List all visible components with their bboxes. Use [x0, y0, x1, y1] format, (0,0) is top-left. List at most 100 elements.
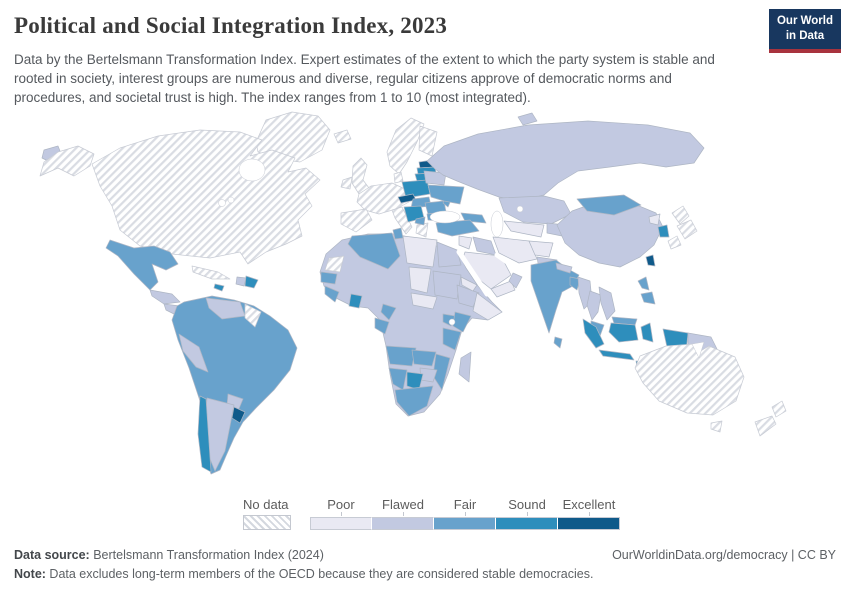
map-region-bangladesh[interactable]	[569, 276, 581, 291]
legend-no-data-swatch[interactable]	[243, 515, 291, 530]
map-region-denmark[interactable]	[393, 171, 404, 184]
owid-url-link[interactable]: OurWorldinData.org/democracy | CC BY	[612, 548, 836, 562]
map-region-tunisia[interactable]	[392, 227, 404, 240]
map-region-tanzania[interactable]	[442, 327, 462, 351]
map-region-western-europe[interactable]	[356, 182, 410, 215]
map-region-haiti[interactable]	[235, 276, 247, 287]
legend-bin-sound[interactable]: Sound	[496, 497, 558, 530]
map-region-ukraine[interactable]	[427, 184, 465, 205]
map-region-algeria[interactable]	[347, 232, 401, 270]
map-region-turkey[interactable]	[435, 219, 480, 237]
map-region-alaska[interactable]	[39, 145, 95, 177]
map-region-indonesia[interactable]	[640, 322, 654, 343]
map-region-iceland[interactable]	[333, 129, 352, 144]
map-region-madagascar[interactable]	[458, 351, 472, 383]
map-region-japan[interactable]	[671, 205, 690, 225]
map-region-vietnam-laos[interactable]	[598, 286, 616, 321]
map-region-philippines[interactable]	[640, 291, 656, 305]
map-region-gabon-congo[interactable]	[374, 317, 390, 335]
map-region-chad[interactable]	[408, 266, 432, 294]
map-region-guatemala-honduras[interactable]	[149, 289, 181, 305]
legend-swatch[interactable]	[310, 517, 372, 530]
map-region-united-kingdom[interactable]	[351, 157, 370, 195]
map-region-novaya-zemlya[interactable]	[517, 112, 538, 126]
legend-swatch[interactable]	[496, 517, 558, 530]
map-region-turkmenistan-uzbekistan[interactable]	[503, 220, 545, 238]
map-region-belarus[interactable]	[423, 170, 447, 186]
map-region-mexico[interactable]	[105, 239, 179, 291]
map-region-finland[interactable]	[418, 125, 438, 157]
legend-bin-label: Excellent	[562, 497, 616, 512]
map-region-ireland[interactable]	[340, 176, 353, 190]
map-region-tasmania[interactable]	[710, 420, 723, 433]
map-region-india[interactable]	[530, 259, 580, 334]
map-region-philippines[interactable]	[637, 276, 650, 291]
map-region-albania-north-macedonia[interactable]	[414, 216, 426, 226]
persian-gulf	[494, 252, 516, 269]
legend-swatch[interactable]	[434, 517, 496, 530]
map-region-jamaica[interactable]	[213, 283, 225, 292]
map-region-sierra-leone-liberia[interactable]	[324, 285, 340, 303]
map-region-somalia[interactable]	[472, 292, 503, 321]
owid-logo[interactable]: Our World in Data	[768, 9, 841, 53]
map-region-cuba[interactable]	[191, 265, 231, 280]
map-region-australia[interactable]	[634, 343, 745, 416]
map-region-south-africa[interactable]	[394, 385, 434, 417]
map-region-oman[interactable]	[508, 272, 523, 289]
map-region-eritrea-djibouti[interactable]	[460, 276, 478, 292]
map-region-nepal[interactable]	[555, 262, 573, 274]
map-region-iran[interactable]	[492, 236, 538, 264]
map-region-sri-lanka[interactable]	[553, 336, 563, 349]
map-region-angola[interactable]	[385, 345, 417, 367]
map-region-ghana[interactable]	[348, 293, 363, 309]
map-region-zambia[interactable]	[411, 349, 437, 367]
world-choropleth-map[interactable]	[0, 106, 850, 494]
map-region-sudan[interactable]	[432, 270, 462, 300]
map-region-new-zealand[interactable]	[754, 415, 777, 437]
legend-bin-label: Sound	[508, 497, 546, 512]
legend-bin-flawed[interactable]: Flawed	[372, 497, 434, 530]
map-region-venezuela[interactable]	[205, 297, 246, 320]
map-region-norway-sweden[interactable]	[386, 117, 425, 175]
map-region-cameroon[interactable]	[380, 303, 397, 321]
map-region-egypt[interactable]	[436, 241, 462, 268]
map-region-central-african-republic[interactable]	[410, 292, 438, 310]
map-region-senegal[interactable]	[320, 271, 338, 285]
map-region-russia[interactable]	[426, 120, 705, 202]
map-region-mongolia[interactable]	[576, 194, 642, 216]
map-region-south-korea[interactable]	[657, 224, 670, 238]
map-region-peru[interactable]	[178, 333, 209, 373]
map-region-greece[interactable]	[415, 222, 429, 238]
map-region-japan[interactable]	[676, 219, 698, 240]
chart-subtitle: Data by the Bertelsmann Transformation I…	[14, 52, 715, 106]
legend-bin-fair[interactable]: Fair	[434, 497, 496, 530]
map-region-iraq[interactable]	[472, 236, 497, 256]
map-region-taiwan[interactable]	[645, 254, 656, 267]
legend-bin-poor[interactable]: Poor	[310, 497, 372, 530]
map-region-chile[interactable]	[197, 395, 212, 473]
map-region-new-zealand[interactable]	[771, 400, 787, 418]
legend-swatch[interactable]	[558, 517, 620, 530]
map-region-levant[interactable]	[458, 235, 473, 250]
map-region-guyana-suriname[interactable]	[244, 303, 262, 328]
map-region-uruguay[interactable]	[231, 406, 246, 424]
map-region-libya[interactable]	[402, 235, 438, 268]
map-region-iberia[interactable]	[340, 208, 373, 233]
map-region-indonesia[interactable]	[598, 349, 635, 361]
map-region-afghanistan[interactable]	[528, 240, 554, 258]
legend-no-data[interactable]: No data	[243, 497, 291, 530]
map-region-malawi-mozambique[interactable]	[432, 353, 451, 391]
map-region-dominican-republic[interactable]	[244, 275, 259, 289]
map-region-south-america-core[interactable]	[171, 295, 298, 475]
map-region-japan[interactable]	[667, 235, 682, 250]
map-region-indonesia[interactable]	[608, 322, 639, 343]
map-region-indonesia[interactable]	[582, 318, 605, 349]
legend-bin-excellent[interactable]: Excellent	[558, 497, 620, 530]
map-region-western-sahara[interactable]	[324, 255, 345, 273]
map-region-italy[interactable]	[391, 206, 413, 235]
map-region-yemen[interactable]	[490, 280, 516, 298]
map-region-kazakhstan[interactable]	[498, 195, 572, 225]
legend-swatch[interactable]	[372, 517, 434, 530]
map-region-north-korea[interactable]	[648, 213, 661, 226]
map-region-thailand[interactable]	[586, 290, 602, 321]
